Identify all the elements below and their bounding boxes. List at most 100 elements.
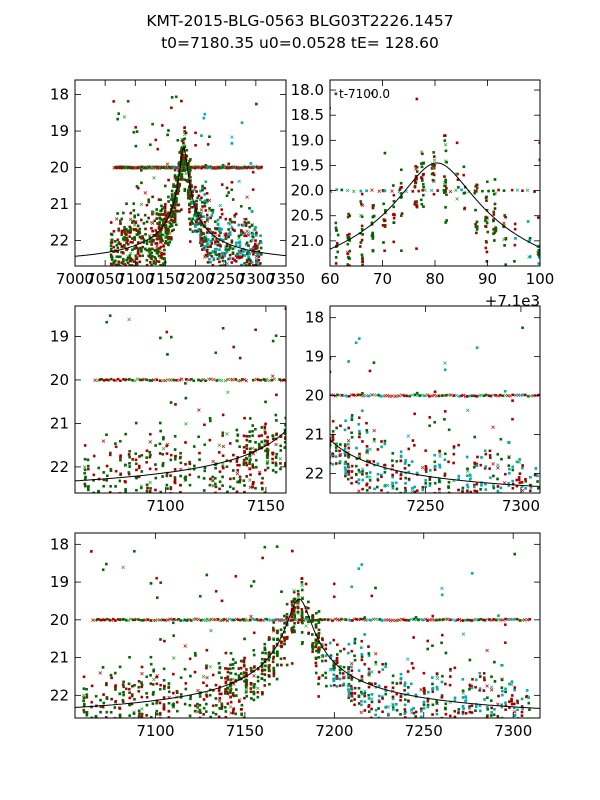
data-point [98,506,100,508]
data-point [399,681,403,685]
data-point-x [217,443,222,448]
data-point [95,740,97,742]
data-point [131,458,134,461]
data-point [529,489,532,493]
data-point [515,617,519,621]
data-point [384,685,387,689]
data-point [252,481,255,484]
data-point [504,690,507,694]
data-point [344,468,347,472]
data-point [304,582,308,586]
data-point [381,224,385,227]
data-point [355,464,358,468]
data-point [105,710,109,714]
data-point [154,476,158,480]
data-point [513,260,516,263]
data-point [260,434,263,437]
data-point [229,501,231,503]
data-point-x [485,648,489,653]
data-point [492,219,495,223]
data-point [125,258,128,262]
data-point [145,449,149,453]
data-point [490,726,492,728]
data-point [184,382,187,385]
data-point [464,695,467,699]
data-point [484,465,488,468]
data-point [381,710,384,714]
data-point [392,205,395,209]
data-point [336,233,340,237]
data-point [122,725,124,727]
data-point [179,491,182,493]
data-point [135,468,138,472]
data-point [483,698,486,701]
data-point [102,701,106,705]
data-point [132,131,136,134]
data-point [131,241,134,244]
data-point [262,378,266,381]
data-point [244,684,248,687]
data-point [336,250,340,254]
data-point [183,189,187,192]
data-point [173,448,177,451]
data-point [457,488,460,492]
data-point [527,701,531,705]
data-point [485,180,489,184]
data-point [155,208,159,211]
data-point-x [352,189,356,194]
data-point [95,737,97,739]
data-point [359,393,363,397]
data-point [334,446,338,449]
data-point [228,253,232,257]
data-point-x [167,231,172,236]
data-point [348,619,352,622]
data-point [228,233,232,236]
data-point [407,619,411,622]
data-point-x [457,617,462,622]
data-point [484,519,486,521]
data-point [148,467,152,471]
data-point [424,465,428,468]
data-point [161,464,165,467]
data-point [259,618,263,622]
data-point [163,257,166,260]
data-point [453,709,457,713]
data-point [399,214,403,218]
data-point [272,645,276,648]
data-point-x [349,661,354,666]
data-point [219,231,222,235]
data-point [475,346,479,349]
data-point [394,481,398,485]
data-point [109,244,113,248]
data-point [140,695,144,699]
data-point [174,539,176,541]
data-point [379,394,383,398]
data-point [260,665,264,668]
data-point [179,693,183,696]
data-point [105,320,108,324]
data-point [248,440,252,443]
data-point [334,92,338,96]
data-point [242,458,246,462]
data-point [114,619,117,622]
data-point [461,710,465,714]
data-point-x [226,390,230,395]
data-point [417,189,421,193]
data-point [489,714,493,717]
data-point [536,487,540,490]
data-point [112,100,115,103]
data-point [375,760,377,762]
data-point [412,711,416,715]
data-point [132,496,134,498]
data-point [167,129,170,132]
data-point [263,684,267,687]
data-point [504,617,507,621]
data-point [163,758,165,760]
data-point [493,202,497,206]
data-point [493,660,496,664]
data-point [415,391,419,395]
data-point [279,449,283,452]
data-point [373,487,376,491]
data-point [116,288,118,290]
